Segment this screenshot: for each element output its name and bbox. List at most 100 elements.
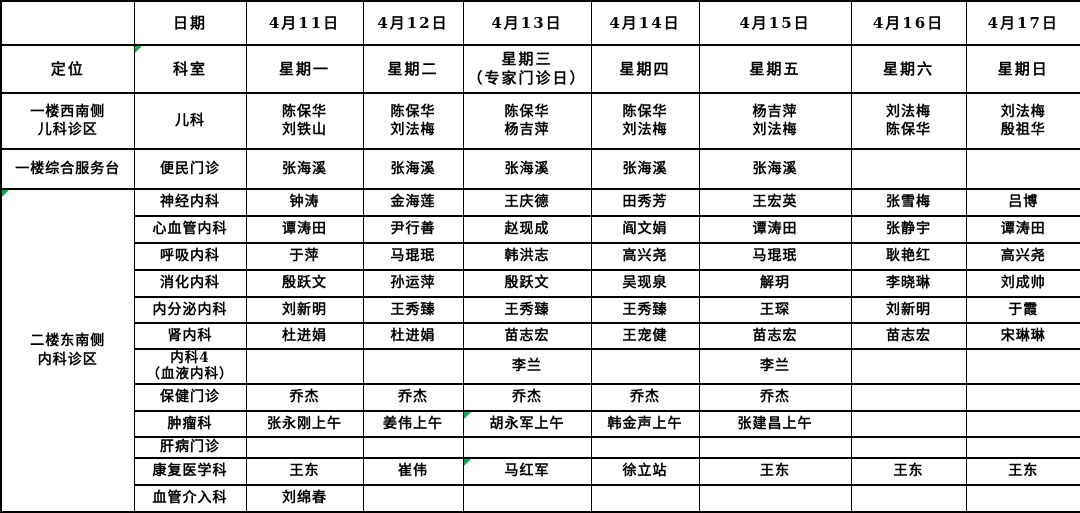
schedule-cell[interactable]: 赵现成 [462,215,592,244]
department-cell[interactable]: 便民门诊 [133,148,247,190]
schedule-cell[interactable]: 王秀臻 [590,296,700,324]
department-label-cell[interactable]: 科室 [133,44,247,94]
schedule-cell[interactable] [462,484,592,513]
schedule-cell[interactable] [965,484,1080,513]
schedule-cell[interactable] [850,410,967,438]
department-cell[interactable]: 肿瘤科 [133,410,247,438]
schedule-cell[interactable] [362,348,464,385]
department-cell[interactable]: 呼吸内科 [133,242,247,271]
schedule-cell[interactable]: 张静宇 [850,215,967,244]
schedule-cell[interactable]: 马琨珉 [362,242,464,271]
schedule-cell[interactable]: 杜进娟 [362,322,464,350]
weekday-header-cell[interactable]: 星期二 [362,44,464,94]
schedule-cell[interactable]: 王东 [245,457,364,486]
schedule-cell[interactable]: 张雪梅 [850,188,967,217]
schedule-cell[interactable] [850,383,967,412]
schedule-cell[interactable]: 李晓琳 [850,269,967,298]
schedule-cell[interactable]: 于霞 [965,296,1080,324]
schedule-cell[interactable]: 刘法梅 殷祖华 [965,92,1080,150]
weekday-header-cell[interactable]: 星期一 [245,44,364,94]
schedule-cell[interactable]: 田秀芳 [590,188,700,217]
schedule-cell[interactable] [698,484,852,513]
department-cell[interactable]: 神经内科 [133,188,247,217]
date-header-cell[interactable]: 4月11日 [245,0,364,46]
schedule-cell[interactable]: 张永刚上午 [245,410,364,438]
schedule-cell[interactable]: 谭涛田 [245,215,364,244]
schedule-cell[interactable]: 张海溪 [698,148,852,190]
schedule-cell[interactable]: 孙运萍 [362,269,464,298]
department-cell[interactable]: 儿科 [133,92,247,150]
schedule-cell[interactable]: 李兰 [698,348,852,385]
schedule-cell[interactable] [462,436,592,459]
schedule-cell[interactable]: 姜伟上午 [362,410,464,438]
schedule-cell[interactable]: 乔杰 [698,383,852,412]
date-header-cell[interactable]: 4月15日 [698,0,852,46]
schedule-cell[interactable] [850,348,967,385]
schedule-cell[interactable]: 张海溪 [590,148,700,190]
schedule-cell[interactable]: 耿艳红 [850,242,967,271]
schedule-cell[interactable]: 王宠健 [590,322,700,350]
schedule-cell[interactable] [362,484,464,513]
date-header-cell[interactable]: 4月17日 [965,0,1080,46]
date-header-cell[interactable]: 4月14日 [590,0,700,46]
schedule-cell[interactable]: 马琨珉 [698,242,852,271]
department-cell[interactable]: 康复医学科 [133,457,247,486]
schedule-cell[interactable]: 王东 [965,457,1080,486]
department-cell[interactable]: 心血管内科 [133,215,247,244]
schedule-cell[interactable]: 陈保华 杨吉萍 [462,92,592,150]
schedule-cell[interactable]: 苗志宏 [462,322,592,350]
schedule-cell[interactable]: 王秀臻 [462,296,592,324]
schedule-cell[interactable]: 王东 [850,457,967,486]
schedule-cell[interactable] [965,348,1080,385]
department-cell[interactable]: 保健门诊 [133,383,247,412]
location-cell[interactable]: 一楼西南侧 儿科诊区 [0,92,135,150]
schedule-cell[interactable]: 崔伟 [362,457,464,486]
department-cell[interactable]: 内科4 （血液内科） [133,348,247,385]
schedule-cell[interactable]: 刘成帅 [965,269,1080,298]
date-label-cell[interactable]: 日期 [133,0,247,46]
schedule-cell[interactable]: 马红军 [462,457,592,486]
schedule-cell[interactable]: 尹行善 [362,215,464,244]
schedule-cell[interactable]: 张海溪 [362,148,464,190]
schedule-cell[interactable]: 陈保华 刘法梅 [590,92,700,150]
schedule-cell[interactable] [590,484,700,513]
schedule-cell[interactable]: 吕博 [965,188,1080,217]
location-cell[interactable]: 一楼综合服务台 [0,148,135,190]
schedule-cell[interactable] [965,410,1080,438]
schedule-cell[interactable]: 刘新明 [850,296,967,324]
department-cell[interactable]: 肾内科 [133,322,247,350]
schedule-cell[interactable]: 吴现泉 [590,269,700,298]
schedule-cell[interactable] [965,436,1080,459]
schedule-cell[interactable] [590,436,700,459]
schedule-cell[interactable]: 杨吉萍 刘法梅 [698,92,852,150]
schedule-cell[interactable]: 于萍 [245,242,364,271]
schedule-cell[interactable] [362,436,464,459]
schedule-cell[interactable]: 陈保华 刘铁山 [245,92,364,150]
schedule-cell[interactable]: 王秀臻 [362,296,464,324]
schedule-cell[interactable] [850,436,967,459]
weekday-header-cell[interactable]: 星期六 [850,44,967,94]
schedule-cell[interactable]: 刘新明 [245,296,364,324]
schedule-cell[interactable]: 张海溪 [245,148,364,190]
schedule-cell[interactable]: 王庆德 [462,188,592,217]
schedule-cell[interactable]: 高兴尧 [965,242,1080,271]
schedule-cell[interactable]: 殷跃文 [245,269,364,298]
schedule-cell[interactable]: 苗志宏 [850,322,967,350]
schedule-cell[interactable]: 乔杰 [590,383,700,412]
date-header-cell[interactable]: 4月13日 [462,0,592,46]
schedule-cell[interactable] [965,383,1080,412]
schedule-cell[interactable]: 胡永军上午 [462,410,592,438]
department-cell[interactable]: 肝病门诊 [133,436,247,459]
schedule-cell[interactable]: 刘绵春 [245,484,364,513]
schedule-cell[interactable]: 阎文娟 [590,215,700,244]
location-label-cell[interactable]: 定位 [0,44,135,94]
schedule-cell[interactable]: 王东 [698,457,852,486]
schedule-cell[interactable] [850,148,967,190]
schedule-cell[interactable]: 刘法梅 陈保华 [850,92,967,150]
schedule-cell[interactable]: 谭涛田 [698,215,852,244]
schedule-cell[interactable]: 金海莲 [362,188,464,217]
weekday-header-cell[interactable]: 星期五 [698,44,852,94]
date-header-cell[interactable]: 4月12日 [362,0,464,46]
schedule-cell[interactable] [245,348,364,385]
schedule-cell[interactable]: 苗志宏 [698,322,852,350]
